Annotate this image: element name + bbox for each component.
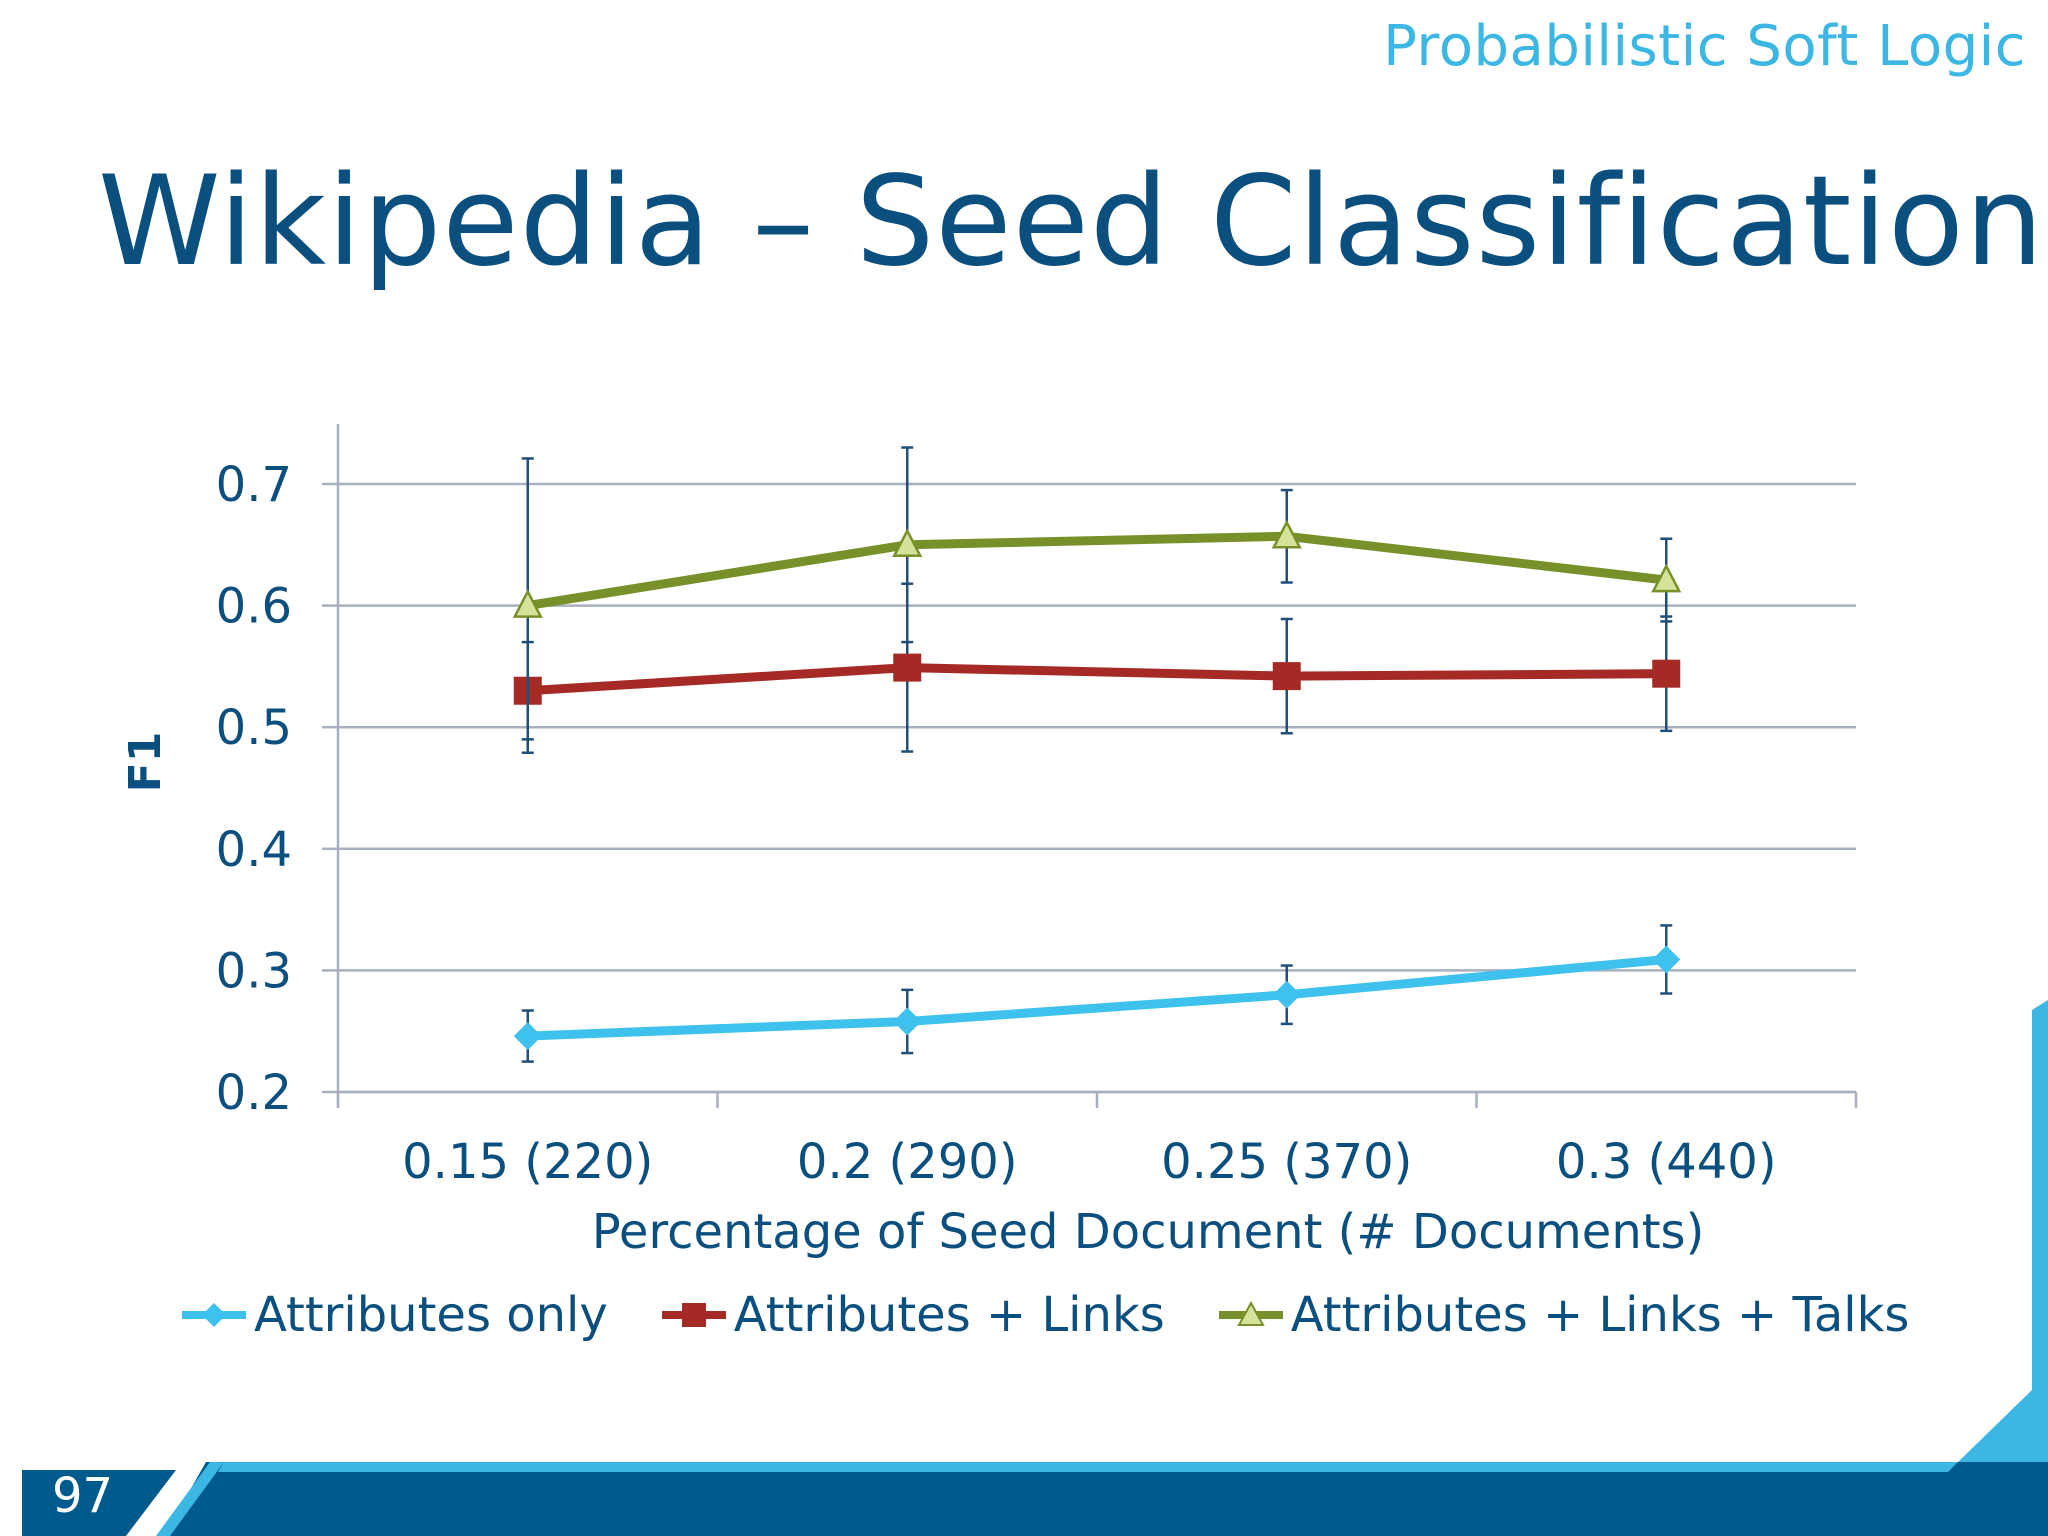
- data-point: [892, 528, 923, 558]
- y-tick-label: 0.5: [216, 700, 292, 756]
- data-point: [1651, 563, 1682, 593]
- series: [512, 446, 1682, 1063]
- axes: [322, 424, 1858, 1108]
- legend-item-attributes-only: Attributes only: [180, 1287, 608, 1343]
- chart-legend: Attributes only Attributes + Links Attri…: [180, 1280, 1909, 1350]
- data-point: [893, 1007, 922, 1036]
- legend-item-attributes-links-talks: Attributes + Links + Talks: [1217, 1287, 1910, 1343]
- y-tick-label: 0.6: [216, 579, 292, 635]
- data-point: [1652, 945, 1681, 974]
- footer-accent-left: [156, 1462, 224, 1536]
- data-point: [893, 653, 922, 682]
- y-axis-title: F1: [120, 732, 171, 793]
- legend-item-attributes-links: Attributes + Links: [660, 1287, 1165, 1343]
- page-number-tab: [22, 1470, 176, 1536]
- series-line: [527, 531, 1667, 611]
- data-point: [513, 1022, 542, 1051]
- series-diamond: [513, 924, 1681, 1063]
- triangle-marker-icon: [1218, 1300, 1283, 1326]
- data-point: [1272, 980, 1301, 1009]
- y-tick-label: 0.3: [216, 943, 292, 999]
- footer-accent-bar: [218, 1462, 1958, 1472]
- x-tick-label: 0.3 (440): [1556, 1134, 1777, 1190]
- legend-label: Attributes + Links + Talks: [1290, 1287, 1910, 1343]
- data-point: [512, 588, 543, 618]
- series-line: [527, 954, 1667, 1041]
- axis-labels: 0.2 0.3 0.4 0.5 0.6 0.7 0.15 (220) 0.2 (290) 0.2…: [216, 457, 1777, 1190]
- y-tick-label: 0.7: [216, 457, 292, 513]
- series-square: [513, 582, 1681, 753]
- x-axis-title: Percentage of Seed Document (# Documents…: [592, 1204, 1705, 1260]
- slide-title: Wikipedia – Seed Classification: [98, 150, 2045, 294]
- data-point: [1272, 662, 1301, 691]
- diamond-marker-icon: [182, 1303, 246, 1327]
- x-tick-label: 0.2 (290): [797, 1134, 1018, 1190]
- y-tick-label: 0.4: [216, 822, 292, 878]
- data-point: [1652, 659, 1681, 688]
- x-tick-label: 0.15 (220): [402, 1134, 653, 1190]
- x-tick-label: 0.25 (370): [1161, 1134, 1412, 1190]
- series-triangle: [512, 446, 1682, 754]
- page-number: 97: [52, 1468, 114, 1524]
- y-tick-label: 0.2: [216, 1065, 292, 1121]
- legend-label: Attributes only: [254, 1287, 608, 1343]
- footer-band: [22, 1000, 2048, 1536]
- legend-label: Attributes + Links: [733, 1287, 1165, 1343]
- footer-bar-dark: [164, 1462, 2048, 1536]
- footer-accent-right: [1958, 1000, 2048, 1462]
- series-line: [527, 663, 1667, 696]
- square-marker-icon: [661, 1303, 726, 1327]
- header-brand: Probabilistic Soft Logic: [1383, 14, 2026, 79]
- data-point: [1271, 519, 1302, 549]
